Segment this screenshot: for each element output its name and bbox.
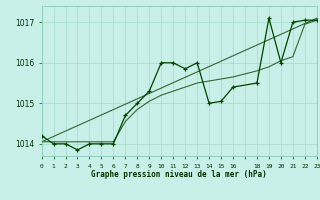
X-axis label: Graphe pression niveau de la mer (hPa): Graphe pression niveau de la mer (hPa): [91, 170, 267, 179]
